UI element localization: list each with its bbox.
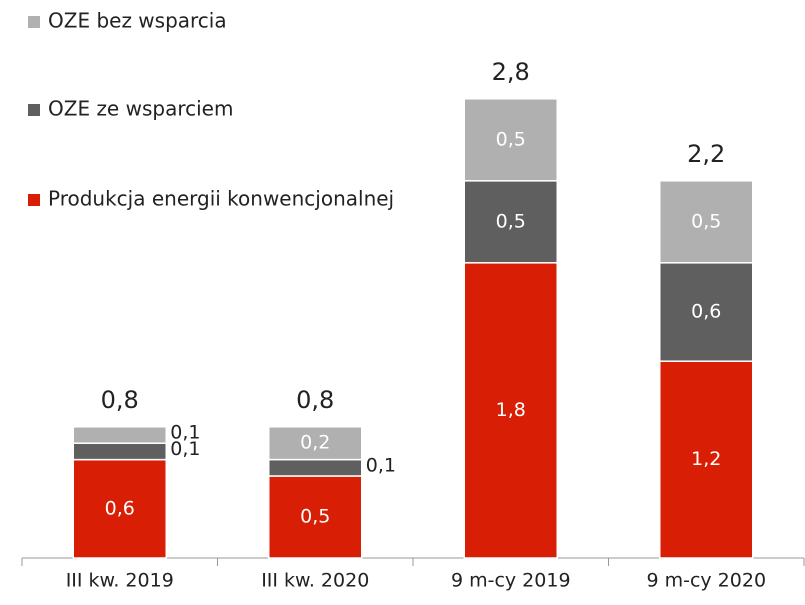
bar-segment: [72, 442, 167, 461]
bar-segment: [72, 458, 167, 559]
value-label: 1,2: [691, 448, 721, 470]
bar-segment: [463, 98, 558, 182]
x-tick-label: III kw. 2020: [261, 570, 369, 592]
total-label: 0,8: [296, 386, 334, 414]
value-label: 0,5: [496, 210, 526, 232]
legend-swatch: [28, 194, 40, 206]
value-label: 0,1: [366, 454, 396, 476]
value-label: 0,5: [496, 128, 526, 150]
legend-swatch: [28, 104, 40, 116]
value-label: 0,1: [170, 422, 200, 444]
x-tick-label: III kw. 2019: [66, 570, 174, 592]
legend-label: OZE ze wsparciem: [48, 97, 233, 121]
value-label: 0,6: [105, 497, 135, 519]
value-label: 0,6: [691, 301, 721, 323]
legend-label: OZE bez wsparcia: [48, 9, 227, 33]
value-label: 0,5: [300, 506, 330, 528]
value-label: 0,2: [300, 432, 330, 454]
value-label: 1,8: [496, 399, 526, 421]
bar-segment: [659, 360, 754, 559]
value-label: 0,5: [691, 210, 721, 232]
bar-segment: [268, 426, 363, 461]
bar-segment: [268, 475, 363, 559]
x-tick-label: 9 m-cy 2020: [646, 570, 766, 592]
bar-segment: [659, 180, 754, 264]
total-label: 2,2: [687, 140, 725, 168]
value-label: 0,1: [170, 438, 200, 460]
bar-segment: [659, 262, 754, 362]
legend-swatch: [28, 16, 40, 28]
total-label: 2,8: [492, 58, 530, 86]
legend-label: Produkcja energii konwencjonalnej: [48, 187, 394, 211]
x-tick-label: 9 m-cy 2019: [451, 570, 571, 592]
total-label: 0,8: [101, 386, 139, 414]
bar-segment: [72, 426, 167, 444]
bar-segment: [268, 458, 363, 477]
